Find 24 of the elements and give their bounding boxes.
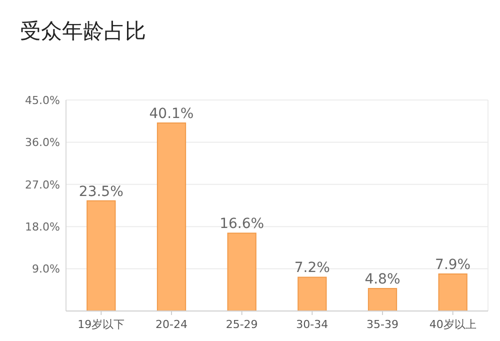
x-tick-label: 40岁以上	[429, 318, 476, 331]
bar	[298, 276, 327, 312]
data-label: 23.5%	[78, 184, 124, 200]
data-label: 16.6%	[220, 216, 264, 232]
x-tick-label: 25-29	[226, 318, 258, 331]
y-tick-label: 27.0%	[25, 178, 60, 192]
data-label: 7.9%	[435, 256, 471, 273]
y-tick-label: 36.0%	[25, 136, 60, 150]
data-label: 40.1%	[149, 106, 194, 122]
chart-title: 受众年龄占比	[20, 19, 146, 43]
x-tick-label: 35-39	[366, 318, 398, 331]
data-label: 7.2%	[294, 260, 330, 276]
bar	[438, 273, 468, 312]
bar	[227, 232, 256, 312]
x-tick-label: 19岁以下	[78, 318, 125, 331]
bar	[86, 200, 116, 312]
bar	[156, 122, 186, 312]
y-tick-label: 9.0%	[32, 262, 60, 276]
y-tick-label: 18.0%	[25, 220, 60, 234]
bar	[368, 288, 398, 312]
y-tick-label: 45.0%	[25, 94, 60, 107]
data-label: 4.8%	[364, 271, 400, 288]
x-tick-label: 30-34	[296, 318, 328, 331]
x-tick-label: 20-24	[156, 318, 188, 331]
